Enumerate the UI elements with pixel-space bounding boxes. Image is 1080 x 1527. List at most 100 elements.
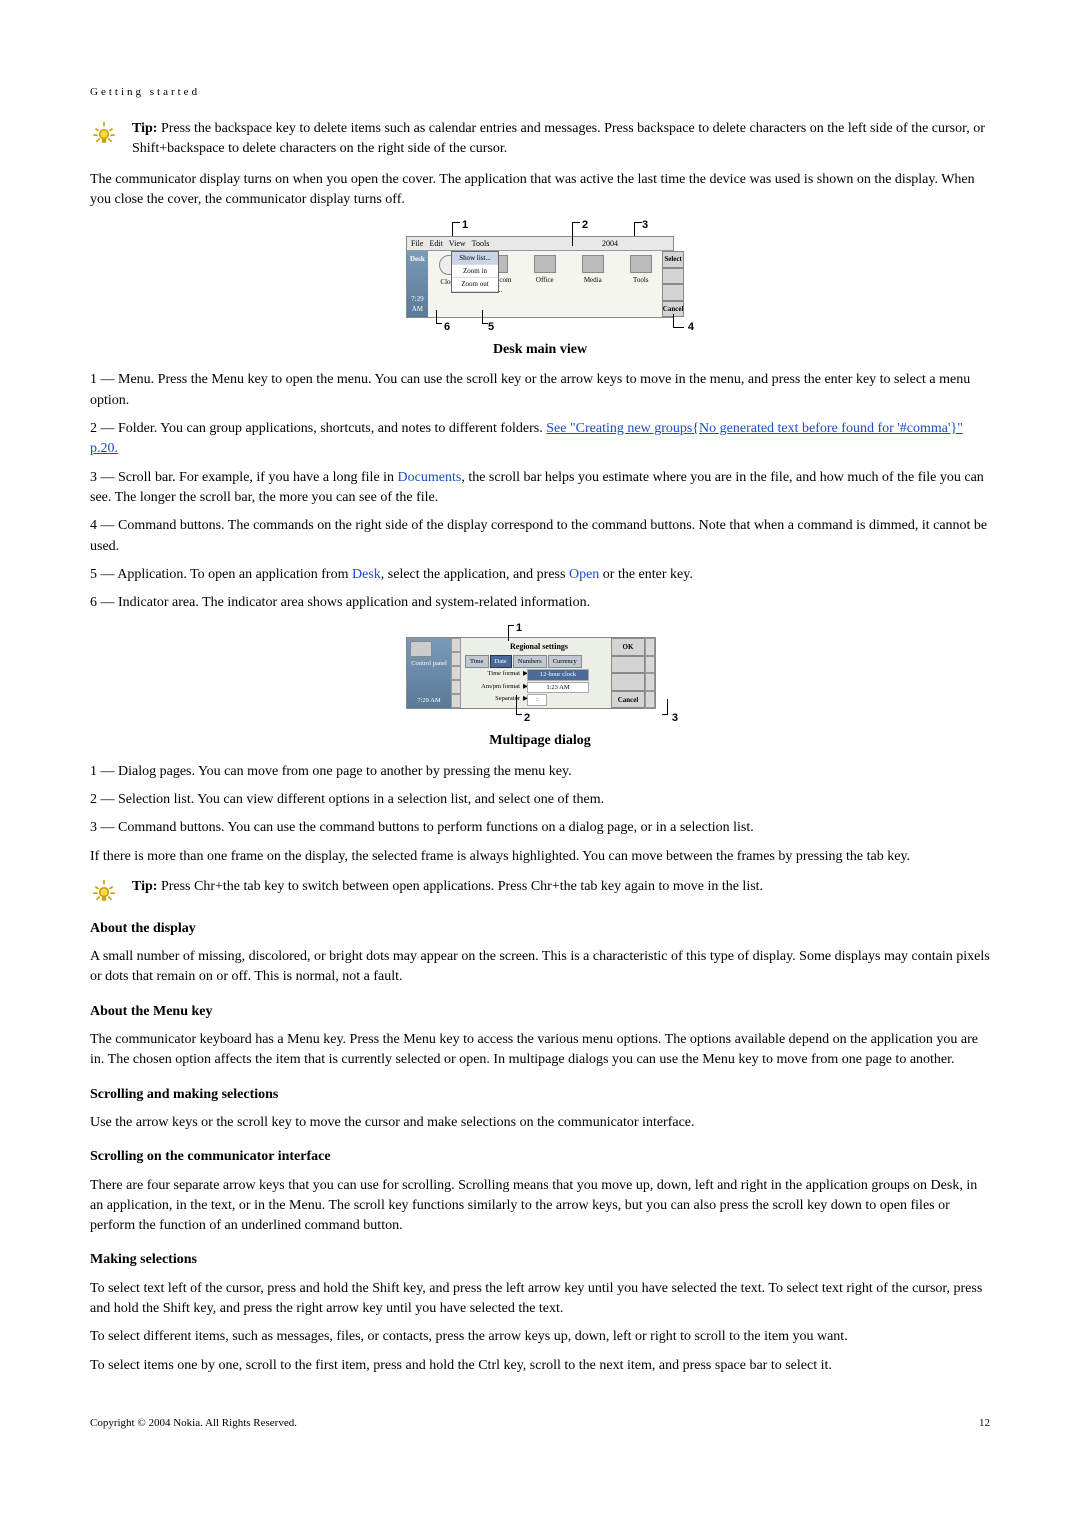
dialog-row: Am/pm format▶1:23 AM bbox=[465, 682, 607, 693]
dropdown-item: Zoom in bbox=[452, 265, 498, 278]
tip-1-text: Tip: Press the backspace key to delete i… bbox=[132, 119, 990, 160]
dropdown-item: Zoom out bbox=[452, 278, 498, 291]
page-footer: Copyright © 2004 Nokia. All Rights Reser… bbox=[90, 1416, 990, 1432]
tip-body: Press Chr+the tab key to switch between … bbox=[157, 879, 763, 894]
tip-block-2: Tip: Press Chr+the tab key to switch bet… bbox=[90, 877, 990, 905]
para-making-sel-2: To select different items, such as messa… bbox=[90, 1327, 990, 1347]
dialog-tab: Time bbox=[465, 655, 489, 668]
menu-item: Edit bbox=[429, 238, 442, 250]
fig-left-panel: Desk 7:29 AM bbox=[407, 251, 428, 317]
callout-4: 4 bbox=[688, 320, 694, 336]
link-documents[interactable]: Documents bbox=[398, 470, 462, 485]
figure-desk: File Edit View Tools 2004 Desk 7:29 AM C… bbox=[406, 236, 674, 318]
fig-left-title: Desk bbox=[410, 254, 425, 264]
dialog-btn-cancel: Cancel bbox=[611, 691, 645, 709]
fig-right-buttons: Select Cancel bbox=[662, 251, 685, 317]
menu-item: File bbox=[411, 238, 423, 250]
dialog-item-2: 2 — Selection list. You can view differe… bbox=[90, 790, 990, 810]
dialog-main: Regional settings Time Date Numbers Curr… bbox=[461, 638, 611, 708]
desk-item-3: 3 — Scroll bar. For example, if you have… bbox=[90, 468, 990, 509]
fig-left-time: 7:29 AM bbox=[410, 294, 425, 314]
para-making-sel-1: To select text left of the cursor, press… bbox=[90, 1279, 990, 1320]
dialog-row: Separator▶: bbox=[465, 694, 607, 705]
paragraph-frame: If there is more than one frame on the d… bbox=[90, 847, 990, 867]
callout-3: 3 bbox=[642, 218, 648, 234]
dropdown-item: Show list... bbox=[452, 252, 498, 265]
fig-btn-blank bbox=[662, 268, 685, 285]
callout-d2: 2 bbox=[524, 711, 530, 727]
fig-app: Tools bbox=[624, 255, 658, 285]
desk-item-5a: 5 — Application. To open an application … bbox=[90, 567, 352, 582]
callout-d3: 3 bbox=[672, 711, 678, 727]
desk-item-4: 4 — Command buttons. The commands on the… bbox=[90, 516, 990, 557]
fig-btn-blank bbox=[662, 284, 685, 301]
dialog-item-1: 1 — Dialog pages. You can move from one … bbox=[90, 762, 990, 782]
menu-item: View bbox=[449, 238, 466, 250]
fig-dropdown: Show list... Zoom in Zoom out bbox=[451, 251, 499, 292]
menu-item: Tools bbox=[472, 238, 490, 250]
page-header: Getting started bbox=[90, 85, 990, 101]
desk-item-5c: or the enter key. bbox=[599, 567, 693, 582]
tip-label: Tip: bbox=[132, 879, 157, 894]
desk-item-2a: 2 — Folder. You can group applications, … bbox=[90, 421, 546, 436]
dialog-btn-ok: OK bbox=[611, 638, 645, 656]
heading-about-display: About the display bbox=[90, 919, 990, 939]
link-desk[interactable]: Desk bbox=[352, 567, 381, 582]
tip-block-1: Tip: Press the backspace key to delete i… bbox=[90, 119, 990, 160]
callout-1: 1 bbox=[462, 218, 468, 234]
fig-menubar: File Edit View Tools 2004 bbox=[407, 237, 673, 251]
fig-app-label: Tools bbox=[624, 275, 658, 285]
figure-dialog-wrap: Control panel 7:29 AM Regional settings … bbox=[90, 621, 990, 727]
dialog-row-label: Time format bbox=[465, 669, 523, 680]
paragraph-cover: The communicator display turns on when y… bbox=[90, 170, 990, 211]
dialog-row-value: 1:23 AM bbox=[527, 682, 589, 693]
figure-desk-wrap: File Edit View Tools 2004 Desk 7:29 AM C… bbox=[90, 218, 990, 336]
dialog-tab: Numbers bbox=[513, 655, 547, 668]
fig-app: Media bbox=[576, 255, 610, 285]
heading-about-menu: About the Menu key bbox=[90, 1002, 990, 1022]
callout-d1: 1 bbox=[516, 621, 522, 637]
callout-5: 5 bbox=[488, 320, 494, 336]
tip-label: Tip: bbox=[132, 121, 157, 136]
desk-item-1: 1 — Menu. Press the Menu key to open the… bbox=[90, 370, 990, 411]
dialog-row-label: Separator bbox=[465, 694, 523, 705]
link-open[interactable]: Open bbox=[569, 567, 599, 582]
heading-scroll-ci: Scrolling on the communicator interface bbox=[90, 1147, 990, 1167]
fig-app-label: Office bbox=[528, 275, 562, 285]
dialog-tab: Date bbox=[490, 655, 512, 668]
dialog-left: Control panel 7:29 AM bbox=[407, 638, 451, 708]
dialog-tabs: Time Date Numbers Currency bbox=[465, 655, 607, 668]
fig-btn-select: Select bbox=[662, 251, 685, 268]
desk-item-2: 2 — Folder. You can group applications, … bbox=[90, 419, 990, 460]
heading-making-sel: Making selections bbox=[90, 1250, 990, 1270]
dialog-row: Time format▶12-hour clock bbox=[465, 669, 607, 680]
dialog-left-label: Control panel bbox=[410, 659, 448, 668]
dialog-row-value: 12-hour clock bbox=[527, 669, 589, 680]
dialog-left-time: 7:29 AM bbox=[410, 696, 448, 705]
desk-item-3a: 3 — Scroll bar. For example, if you have… bbox=[90, 470, 398, 485]
fig-app: Office bbox=[528, 255, 562, 285]
fig-app-label: Media bbox=[576, 275, 610, 285]
dialog-row-value: : bbox=[527, 694, 547, 705]
tip-2-text: Tip: Press Chr+the tab key to switch bet… bbox=[132, 877, 990, 897]
para-scroll-ci: There are four separate arrow keys that … bbox=[90, 1176, 990, 1237]
heading-scroll-sel: Scrolling and making selections bbox=[90, 1085, 990, 1105]
dialog-btn-blank bbox=[611, 673, 645, 691]
callout-2: 2 bbox=[582, 218, 588, 234]
tip-body: Press the backspace key to delete items … bbox=[132, 121, 985, 156]
dialog-left-strip bbox=[451, 638, 461, 708]
desk-item-5b: , select the application, and press bbox=[381, 567, 569, 582]
menu-year: 2004 bbox=[602, 238, 618, 250]
figure-dialog-caption: Multipage dialog bbox=[90, 731, 990, 751]
dialog-strip bbox=[645, 638, 655, 708]
figure-dialog: Control panel 7:29 AM Regional settings … bbox=[406, 637, 656, 709]
dialog-item-3: 3 — Command buttons. You can use the com… bbox=[90, 818, 990, 838]
para-making-sel-3: To select items one by one, scroll to th… bbox=[90, 1356, 990, 1376]
dialog-tab: Currency bbox=[548, 655, 582, 668]
dialog-title: Regional settings bbox=[471, 641, 607, 653]
para-scroll-sel: Use the arrow keys or the scroll key to … bbox=[90, 1113, 990, 1133]
lightbulb-icon bbox=[90, 119, 118, 147]
dialog-btn-blank bbox=[611, 656, 645, 674]
lightbulb-icon bbox=[90, 877, 118, 905]
footer-copyright: Copyright © 2004 Nokia. All Rights Reser… bbox=[90, 1416, 899, 1432]
